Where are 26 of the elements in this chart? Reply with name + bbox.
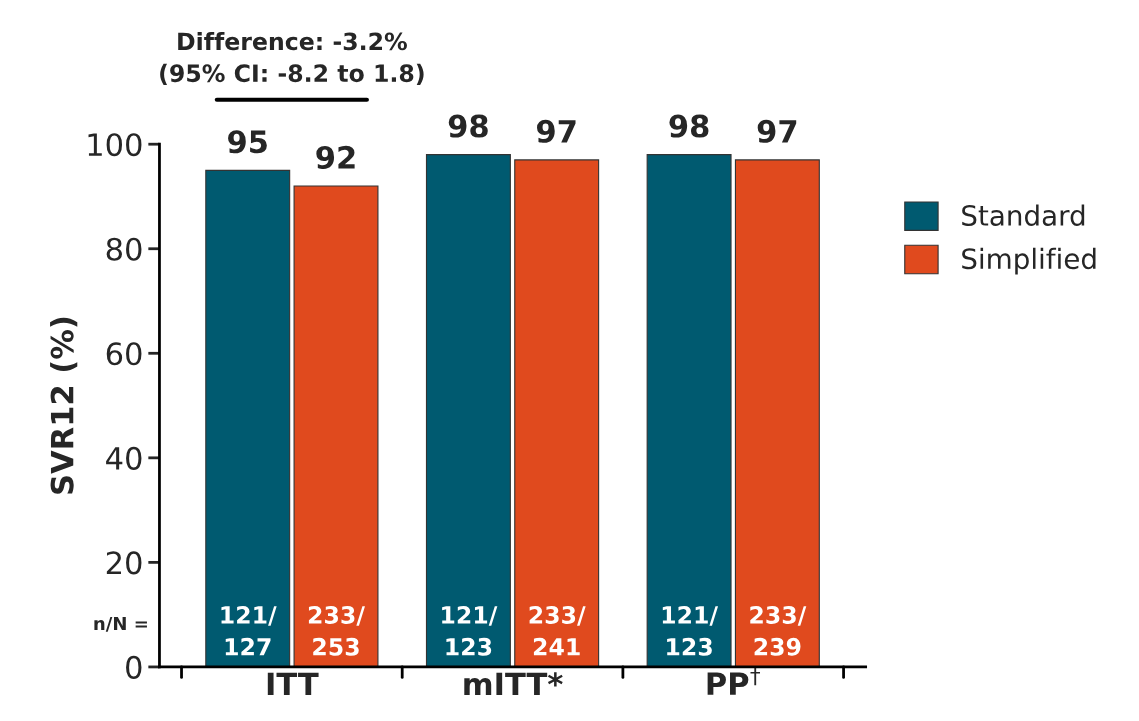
y-tick-label: 60 (106, 342, 142, 366)
data-label: 97 (537, 119, 576, 143)
data-label: 98 (669, 114, 709, 138)
text: n/N = (94, 616, 147, 632)
annotation: 233/ 241 (529, 606, 586, 656)
data-label: 92 (316, 145, 355, 169)
data-label: 95 (228, 130, 267, 154)
annotation: 121/ 123 (662, 606, 719, 656)
legend-label: Simplified (962, 247, 1096, 275)
y-tick-label: 80 (106, 237, 142, 261)
x-tick-label: mITT* (464, 672, 563, 695)
y-tick-label: 0 (126, 655, 142, 679)
y-tick-label: 100 (88, 133, 142, 157)
y-axis-title: SVR12 (%) (50, 317, 78, 494)
x-tick-label: PP$^{†}$ (707, 667, 760, 695)
data-label: 97 (757, 119, 797, 143)
annotation: 233/ 239 (750, 606, 807, 656)
legend-label: Standard (962, 204, 1085, 226)
y-tick-label: 40 (106, 446, 142, 470)
text: Difference: -3.2% (95% CI: -8.2 to 1.8) (160, 32, 424, 85)
annotation: 233/ 253 (308, 606, 365, 656)
annotation: 121/ 127 (221, 606, 277, 656)
y-tick-label: 20 (106, 551, 142, 575)
annotation: 121/ 123 (442, 606, 498, 656)
x-tick-label: ITT (267, 672, 319, 695)
data-label: 98 (448, 114, 488, 138)
